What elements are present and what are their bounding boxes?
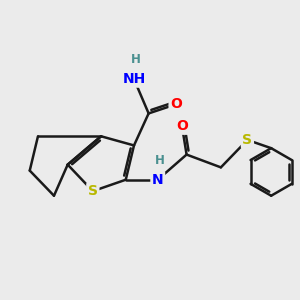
Text: H: H [155, 154, 165, 167]
Text: S: S [88, 184, 98, 198]
Text: S: S [242, 133, 252, 147]
Text: N: N [152, 173, 164, 187]
Text: O: O [176, 119, 188, 133]
Text: H: H [131, 53, 141, 66]
Text: NH: NH [122, 72, 146, 86]
Text: O: O [170, 97, 182, 111]
